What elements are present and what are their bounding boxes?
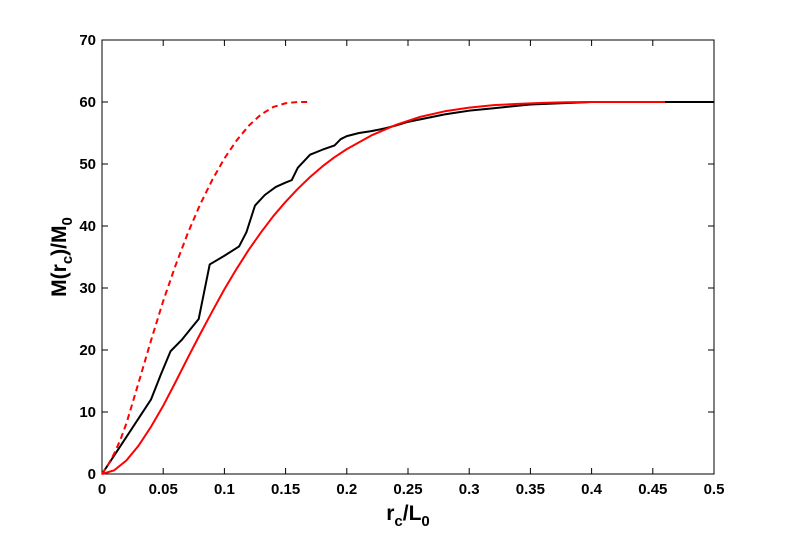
x-tick-label: 0.25 [393, 481, 422, 498]
y-axis-title-sub2: 0 [59, 217, 76, 225]
y-axis-title-pre: M(r [48, 264, 71, 297]
y-tick-label: 60 [79, 94, 96, 111]
y-tick-label: 50 [79, 156, 96, 173]
plot-area [101, 39, 715, 475]
x-tick-label: 0.5 [704, 481, 725, 498]
y-tick-label: 10 [79, 404, 96, 421]
y-tick-label: 70 [79, 32, 96, 49]
x-tick-label: 0.4 [581, 481, 603, 498]
x-tick-label: 0.1 [214, 481, 235, 498]
y-axis-title: M(rc)/M0 [48, 217, 76, 297]
x-tick-label: 0.35 [516, 481, 545, 498]
x-axis-title-sub2: 0 [421, 513, 429, 530]
x-axis-title-sub: c [394, 513, 402, 530]
x-tick-label: 0.15 [271, 481, 300, 498]
y-tick-label: 30 [79, 280, 96, 297]
x-tick-label: 0.05 [149, 481, 178, 498]
x-axis-ticks: 0 0.05 0.1 0.15 0.2 0.25 0.3 0.35 0.4 0.45 0.5 [98, 40, 725, 498]
series-red-solid [101, 101, 666, 475]
series-red-dashed [101, 101, 311, 475]
x-tick-label: 0.45 [638, 481, 667, 498]
y-axis-title-sub: c [59, 256, 76, 264]
x-tick-label: 0.3 [459, 481, 480, 498]
y-tick-label: 0 [88, 466, 96, 483]
y-axis-ticks: 0 10 20 30 40 50 60 70 [79, 32, 714, 483]
x-axis-title-base2: L [409, 502, 422, 525]
series-black-solid [101, 101, 714, 475]
x-axis-title-sep: / [403, 502, 409, 525]
y-tick-label: 40 [79, 218, 96, 235]
x-axis-title: rc/L0 [386, 502, 430, 530]
y-axis-title-post: )/M [48, 226, 71, 256]
x-tick-label: 0 [98, 481, 106, 498]
series-layer [101, 101, 714, 475]
x-axis-title-base: r [386, 502, 394, 525]
x-tick-label: 0.2 [336, 481, 357, 498]
y-tick-label: 20 [79, 342, 96, 359]
